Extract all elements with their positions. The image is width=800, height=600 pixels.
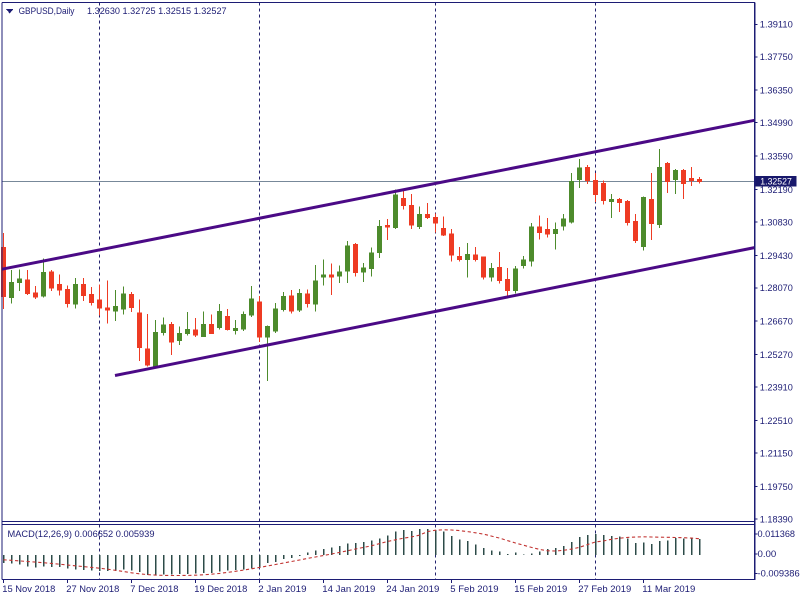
svg-text:1.28070: 1.28070 [760,283,793,294]
svg-text:0.011368: 0.011368 [758,529,796,540]
svg-text:11 Mar 2019: 11 Mar 2019 [642,584,695,595]
svg-text:1.21150: 1.21150 [760,448,793,459]
svg-text:MACD(12,26,9) 0.006652 0.00593: MACD(12,26,9) 0.006652 0.005939 [8,529,155,540]
svg-text:1.32190: 1.32190 [760,185,793,196]
svg-text:1.32527: 1.32527 [760,177,792,188]
svg-text:1.25270: 1.25270 [760,350,793,361]
svg-text:1.33590: 1.33590 [760,151,793,162]
svg-text:0.00: 0.00 [758,549,777,560]
svg-text:1.30830: 1.30830 [760,217,793,228]
svg-text:7 Dec 2018: 7 Dec 2018 [130,584,178,595]
svg-text:1.19750: 1.19750 [760,482,793,493]
svg-text:GBPUSD,Daily: GBPUSD,Daily [19,6,75,17]
svg-text:1.23910: 1.23910 [760,383,793,394]
svg-text:27 Nov 2018: 27 Nov 2018 [66,584,119,595]
svg-text:1.29430: 1.29430 [760,251,793,262]
svg-text:15 Nov 2018: 15 Nov 2018 [2,584,55,595]
svg-text:-0.009386: -0.009386 [758,569,800,580]
svg-text:1.18390: 1.18390 [760,514,793,525]
svg-text:1.36350: 1.36350 [760,86,793,97]
svg-text:1.39110: 1.39110 [760,20,793,31]
svg-text:1.34990: 1.34990 [760,118,793,129]
svg-text:1.37750: 1.37750 [760,52,793,63]
svg-text:27 Feb 2019: 27 Feb 2019 [578,584,631,595]
svg-text:5 Feb 2019: 5 Feb 2019 [450,584,498,595]
svg-text:1.22510: 1.22510 [760,416,793,427]
svg-text:14 Jan 2019: 14 Jan 2019 [322,584,375,595]
svg-text:15 Feb 2019: 15 Feb 2019 [514,584,567,595]
svg-text:1.26670: 1.26670 [760,317,793,328]
svg-text:24 Jan 2019: 24 Jan 2019 [386,584,439,595]
svg-text:19 Dec 2018: 19 Dec 2018 [194,584,247,595]
svg-text:1.32630 1.32725 1.32515 1.3252: 1.32630 1.32725 1.32515 1.32527 [87,6,227,17]
svg-text:2 Jan 2019: 2 Jan 2019 [258,584,306,595]
